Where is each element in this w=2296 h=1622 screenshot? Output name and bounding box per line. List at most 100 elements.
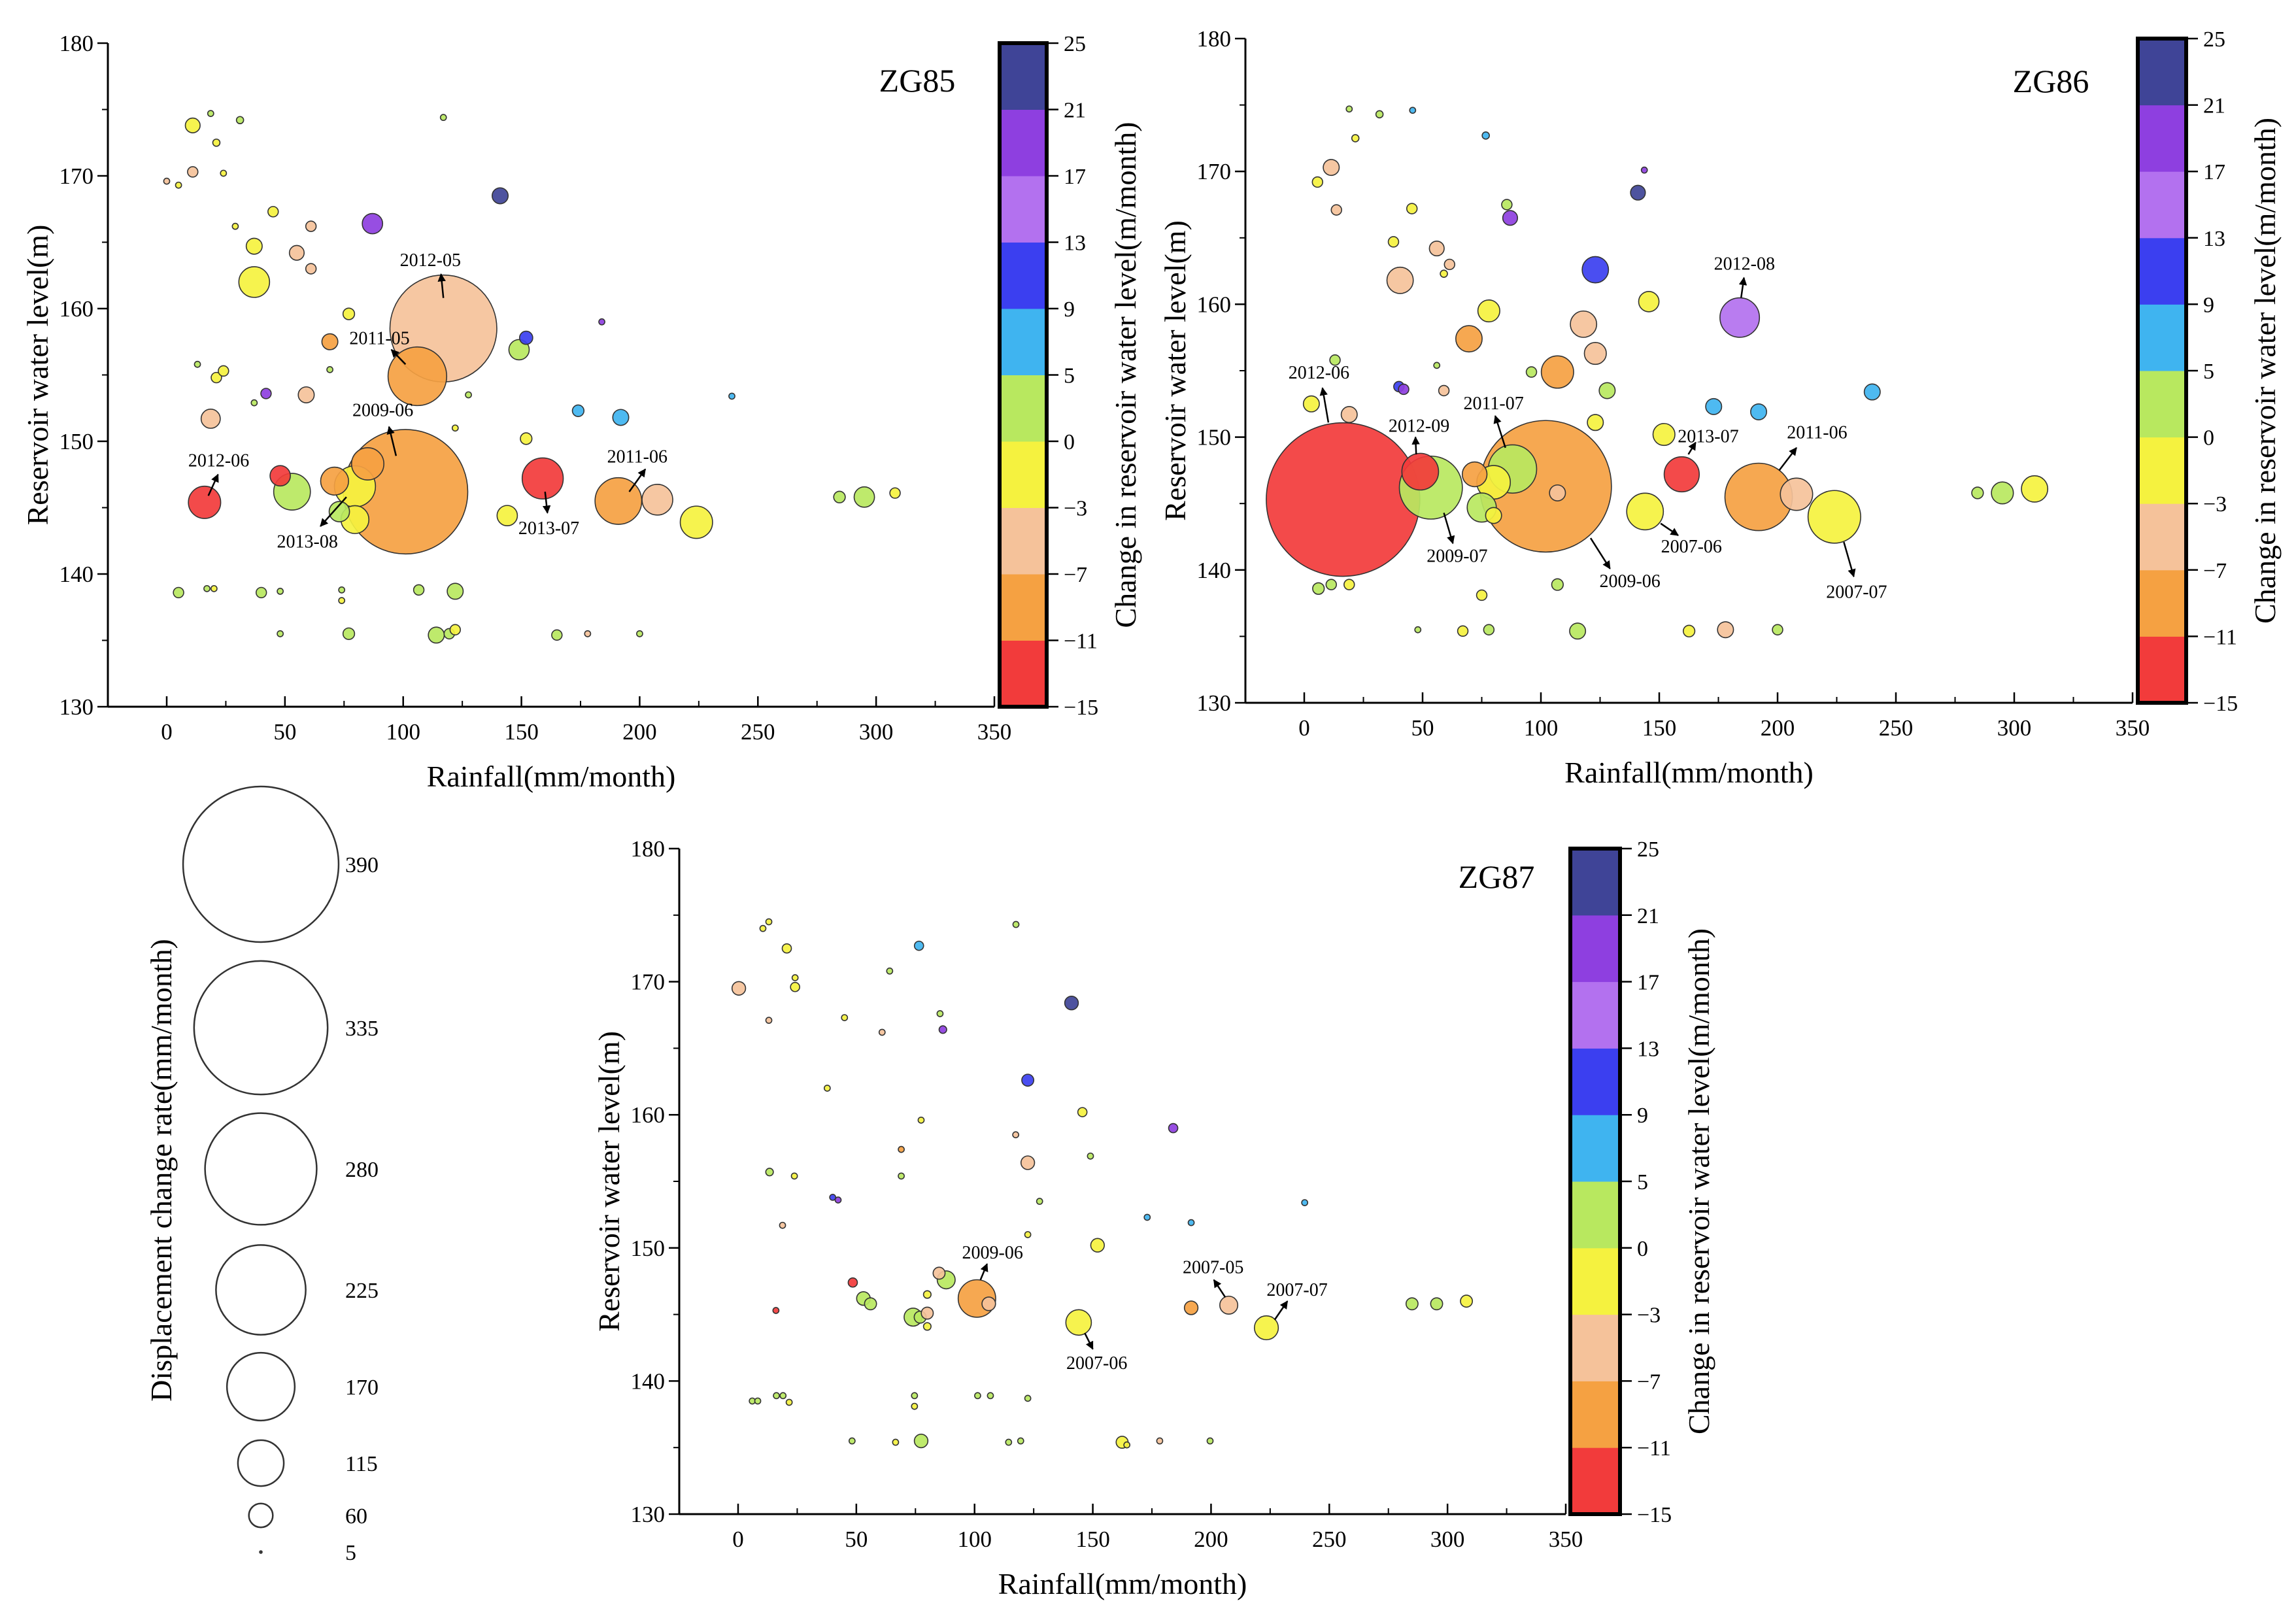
size-legend-label: 60 bbox=[345, 1504, 367, 1529]
bubble-point bbox=[1433, 362, 1441, 369]
bubble-point bbox=[238, 266, 271, 298]
bubble-point bbox=[212, 138, 221, 147]
colorbar-bin bbox=[1570, 1181, 1620, 1249]
colorbar-tick-label: −11 bbox=[2203, 625, 2237, 649]
bubble-point bbox=[1750, 403, 1768, 420]
bubble-point bbox=[1343, 579, 1355, 590]
bubble-point bbox=[898, 1172, 905, 1180]
bubble-point bbox=[1329, 354, 1341, 366]
bubble-point bbox=[200, 409, 221, 429]
y-tick-label: 130 bbox=[59, 694, 94, 720]
bubble-point bbox=[1064, 996, 1079, 1011]
bubble-point bbox=[520, 432, 533, 445]
annotation-label: 2011-06 bbox=[607, 447, 667, 467]
x-tick-label: 350 bbox=[1549, 1527, 1583, 1552]
bubble-point bbox=[1021, 1073, 1035, 1087]
bubble-point bbox=[1476, 589, 1488, 601]
x-tick-label: 300 bbox=[859, 719, 894, 745]
bubble-point bbox=[1325, 579, 1337, 590]
x-tick-label: 350 bbox=[977, 719, 1012, 745]
annotation-label: 2012-08 bbox=[1714, 254, 1775, 274]
size-legend-circle bbox=[226, 1351, 296, 1422]
bubble-point bbox=[496, 505, 518, 527]
size-legend-circle bbox=[204, 1112, 318, 1226]
x-tick-label: 200 bbox=[1194, 1527, 1228, 1552]
bubble-point bbox=[1485, 507, 1502, 524]
y-tick-label: 140 bbox=[59, 562, 94, 587]
y-tick-label: 140 bbox=[631, 1368, 666, 1394]
size-legend-label: 170 bbox=[345, 1376, 379, 1400]
bubble-point bbox=[1570, 310, 1598, 338]
y-tick-label: 180 bbox=[1197, 26, 1232, 52]
colorbar-bin bbox=[1570, 915, 1620, 983]
size-legend-circle bbox=[248, 1502, 274, 1529]
colorbar-bin bbox=[2138, 371, 2186, 438]
colorbar-bin bbox=[1570, 1381, 1620, 1448]
colorbar-bin bbox=[2138, 569, 2186, 637]
colorbar-tick-label: 9 bbox=[1637, 1104, 1648, 1128]
annotation-label: 2012-06 bbox=[188, 450, 249, 471]
bubble-point bbox=[305, 220, 317, 232]
colorbar-tick-label: 17 bbox=[1637, 971, 1659, 995]
colorbar-bin bbox=[1570, 1247, 1620, 1315]
bubble-point bbox=[913, 1433, 929, 1449]
bubble-point bbox=[1156, 1437, 1164, 1445]
bubbles bbox=[731, 918, 1474, 1449]
annotation-label: 2009-07 bbox=[1427, 546, 1487, 566]
annotation-label: 2012-06 bbox=[1289, 363, 1349, 383]
colorbar-tick-label: 5 bbox=[1064, 364, 1075, 388]
bubble-point bbox=[207, 110, 214, 117]
colorbar-bin bbox=[2138, 636, 2186, 703]
annotation-arrow bbox=[1411, 436, 1420, 455]
bubble-point bbox=[1717, 621, 1734, 639]
annotation-arrow bbox=[386, 426, 397, 456]
charts: 0 50 100 150 200 250 300 350130140150160170180R… bbox=[21, 26, 2282, 1600]
bubble-point bbox=[1183, 1300, 1199, 1315]
x-tick-label: 50 bbox=[1411, 715, 1434, 741]
bubble-point bbox=[449, 624, 462, 635]
bubble-point bbox=[342, 627, 356, 640]
annotation-arrow bbox=[1274, 1300, 1289, 1321]
y-tick-label: 180 bbox=[59, 31, 94, 56]
colorbar-bin bbox=[1000, 176, 1047, 243]
annotation-label: 2013-07 bbox=[518, 518, 579, 539]
y-tick-label: 160 bbox=[1197, 292, 1232, 317]
colorbar-tick-label: 21 bbox=[1064, 99, 1086, 123]
bubble-point bbox=[267, 206, 279, 218]
bubble-point bbox=[1461, 461, 1488, 488]
chart-zg85: 0 50 100 150 200 250 300 350130140150160170180R… bbox=[21, 31, 1142, 793]
colorbar-bin bbox=[2138, 304, 2186, 371]
x-tick-label: 250 bbox=[1879, 715, 1914, 741]
bubble-point bbox=[1266, 422, 1421, 577]
bubble-point bbox=[1123, 1441, 1131, 1449]
colorbar-label: Change in reservoir water level(m/month) bbox=[1682, 928, 1715, 1434]
size-legend-label: 115 bbox=[345, 1452, 378, 1476]
bubble-point bbox=[987, 1392, 994, 1400]
colorbar-tick-label: −7 bbox=[1064, 563, 1087, 587]
annotation-arrow bbox=[1319, 387, 1330, 423]
bubble-point bbox=[847, 1277, 858, 1288]
colorbar-tick-label: 0 bbox=[1637, 1237, 1648, 1261]
annotation-label: 2007-07 bbox=[1826, 582, 1887, 602]
y-tick-label: 160 bbox=[631, 1102, 666, 1128]
bubble-point bbox=[1549, 484, 1566, 501]
x-tick-label: 100 bbox=[386, 719, 420, 745]
bubble-point bbox=[886, 967, 894, 975]
x-tick-label: 250 bbox=[1312, 1527, 1347, 1552]
bubble-point bbox=[823, 1085, 831, 1092]
colorbar-tick-label: −15 bbox=[2203, 692, 2238, 716]
annotation-arrow bbox=[1213, 1279, 1226, 1298]
bubble-point bbox=[218, 365, 229, 377]
bubble-point bbox=[342, 307, 356, 320]
y-tick-label: 180 bbox=[631, 836, 666, 862]
bubble-point bbox=[1428, 240, 1445, 257]
y-tick-label: 140 bbox=[1197, 558, 1232, 583]
colorbar-tick-label: 17 bbox=[2203, 160, 2225, 184]
colorbar-tick-label: 0 bbox=[2203, 426, 2214, 450]
colorbar-tick-label: −11 bbox=[1064, 630, 1098, 654]
bubble-point bbox=[184, 117, 201, 133]
bubble-point bbox=[1481, 131, 1490, 140]
bubble-point bbox=[1065, 1309, 1092, 1336]
bubble-point bbox=[320, 466, 349, 496]
bubble-point bbox=[1311, 176, 1324, 188]
